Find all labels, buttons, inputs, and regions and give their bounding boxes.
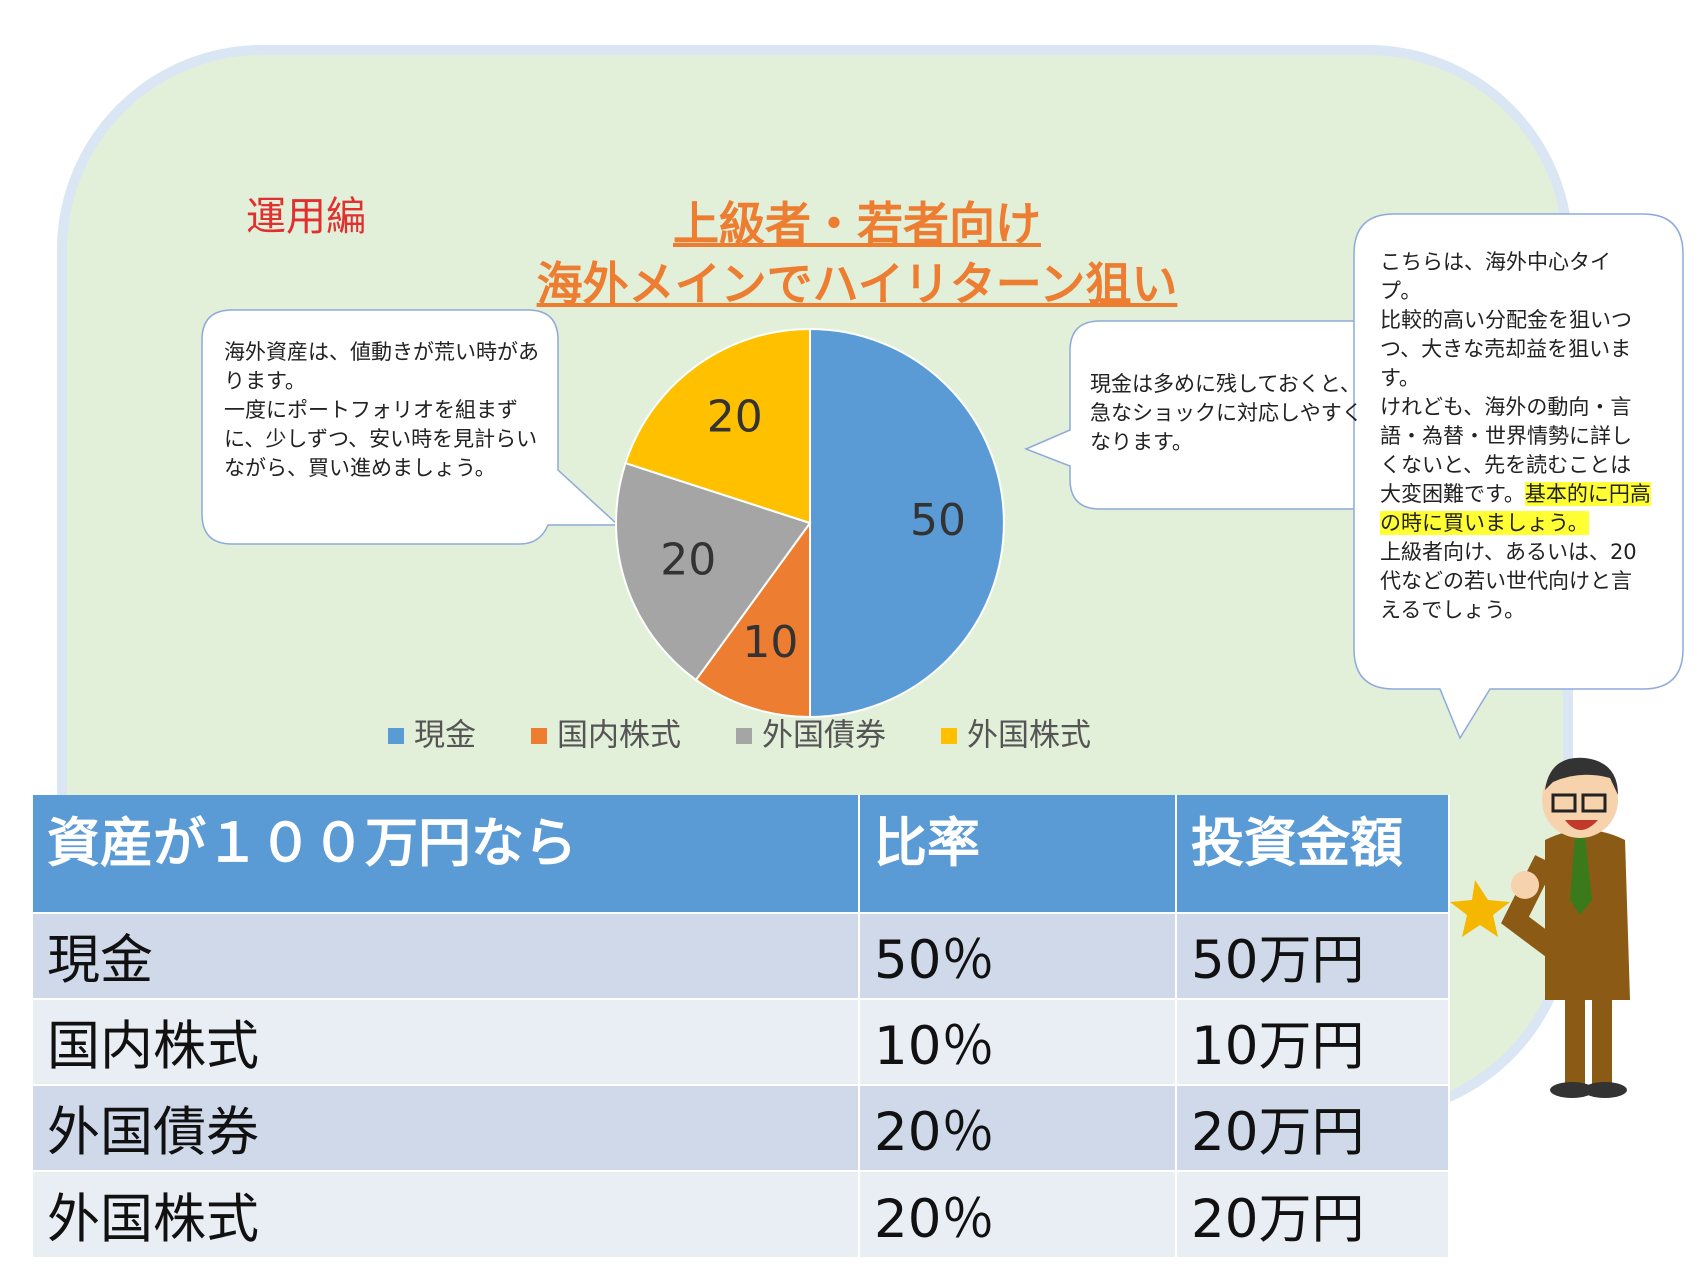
callout-text: 上級者向け、あるいは、20代などの若い世代向けと言えるでしょう。 [1380,540,1637,622]
table-cell: 現金 [33,912,860,999]
table-header: 資産が１００万円なら [33,795,860,913]
callout-text: けれども、海外の動向・言語・為替・世界情勢に詳しくないと、先を読むことは大変困難… [1380,395,1632,506]
chart-title: 上級者・若者向け [673,197,1041,251]
callout-left: 海外資産は、値動きが荒い時があります。 一度にポートフォリオを組まずに、少しずつ… [224,338,542,483]
callout-text: 海外資産は、値動きが荒い時があります。 [224,340,539,393]
legend-swatch [736,728,752,744]
table-cell: 50％ [859,912,1177,999]
data-label: 10 [742,617,798,668]
table-cell: 20万円 [1176,1084,1450,1171]
table-cell: 外国債券 [33,1084,860,1171]
table-header: 比率 [859,795,1177,913]
callout-right-shape [1353,213,1684,740]
pie-chart: 50 10 20 20 [615,327,1005,719]
pie-slice [615,461,812,682]
presenter-illustration [1450,757,1630,1098]
legend-label: 現金 [414,718,476,754]
callout-left-shape [201,309,620,545]
data-label: 20 [660,535,716,586]
callout-right: こちらは、海外中心タイプ。 比較的高い分配金を狙いつつ、大きな売却益を狙います。… [1380,248,1652,625]
pie-slice [809,327,1005,719]
callout-middle: 現金は多めに残しておくと、急なショックに対応しやすくなります。 [1090,370,1365,457]
table-cell: 10万円 [1176,998,1450,1085]
legend-swatch [388,728,404,744]
table-cell: 国内株式 [33,998,860,1085]
callout-text: 一度にポートフォリオを組まずに、少しずつ、安い時を見計らいながら、買い進めましょ… [224,398,538,480]
table-cell: 20％ [859,1084,1177,1171]
legend: 現金 国内株式 外国債券 外国株式 [388,718,1091,754]
callout-text: 比較的高い分配金を狙いつつ、大きな売却益を狙います。 [1380,308,1632,390]
chart-subtitle: 海外メインでハイリターン狙い [536,257,1178,311]
table-cell: 外国株式 [33,1170,860,1257]
pie-slice [694,519,811,719]
table-cell: 20万円 [1176,1170,1450,1257]
callout-text: 現金は多めに残しておくと、急なショックに対応しやすくなります。 [1090,372,1363,454]
section-label: 運用編 [246,194,366,240]
allocation-table: 資産が１００万円なら 比率 投資金額 現金 50％ 50万円 国内株式 10％ 10万円 外国債券… [33,795,1450,1257]
table-row: 国内株式 10％ 10万円 [33,998,1450,1085]
legend-label: 国内株式 [557,718,681,754]
table-cell: 20％ [859,1170,1177,1257]
table-cell: 10％ [859,998,1177,1085]
table-row: 現金 50％ 50万円 [33,912,1450,999]
legend-swatch [531,728,547,744]
table-row: 外国株式 20％ 20万円 [33,1170,1450,1257]
pie-slice [624,327,811,525]
callout-text: こちらは、海外中心タイプ。 [1380,250,1611,303]
legend-label: 外国債券 [762,718,886,754]
table-row: 外国債券 20％ 20万円 [33,1084,1450,1171]
legend-label: 外国株式 [967,718,1091,754]
table-header: 投資金額 [1176,795,1450,913]
data-label: 50 [910,495,966,546]
data-label: 20 [707,391,763,442]
legend-swatch [941,728,957,744]
table-cell: 50万円 [1176,912,1450,999]
